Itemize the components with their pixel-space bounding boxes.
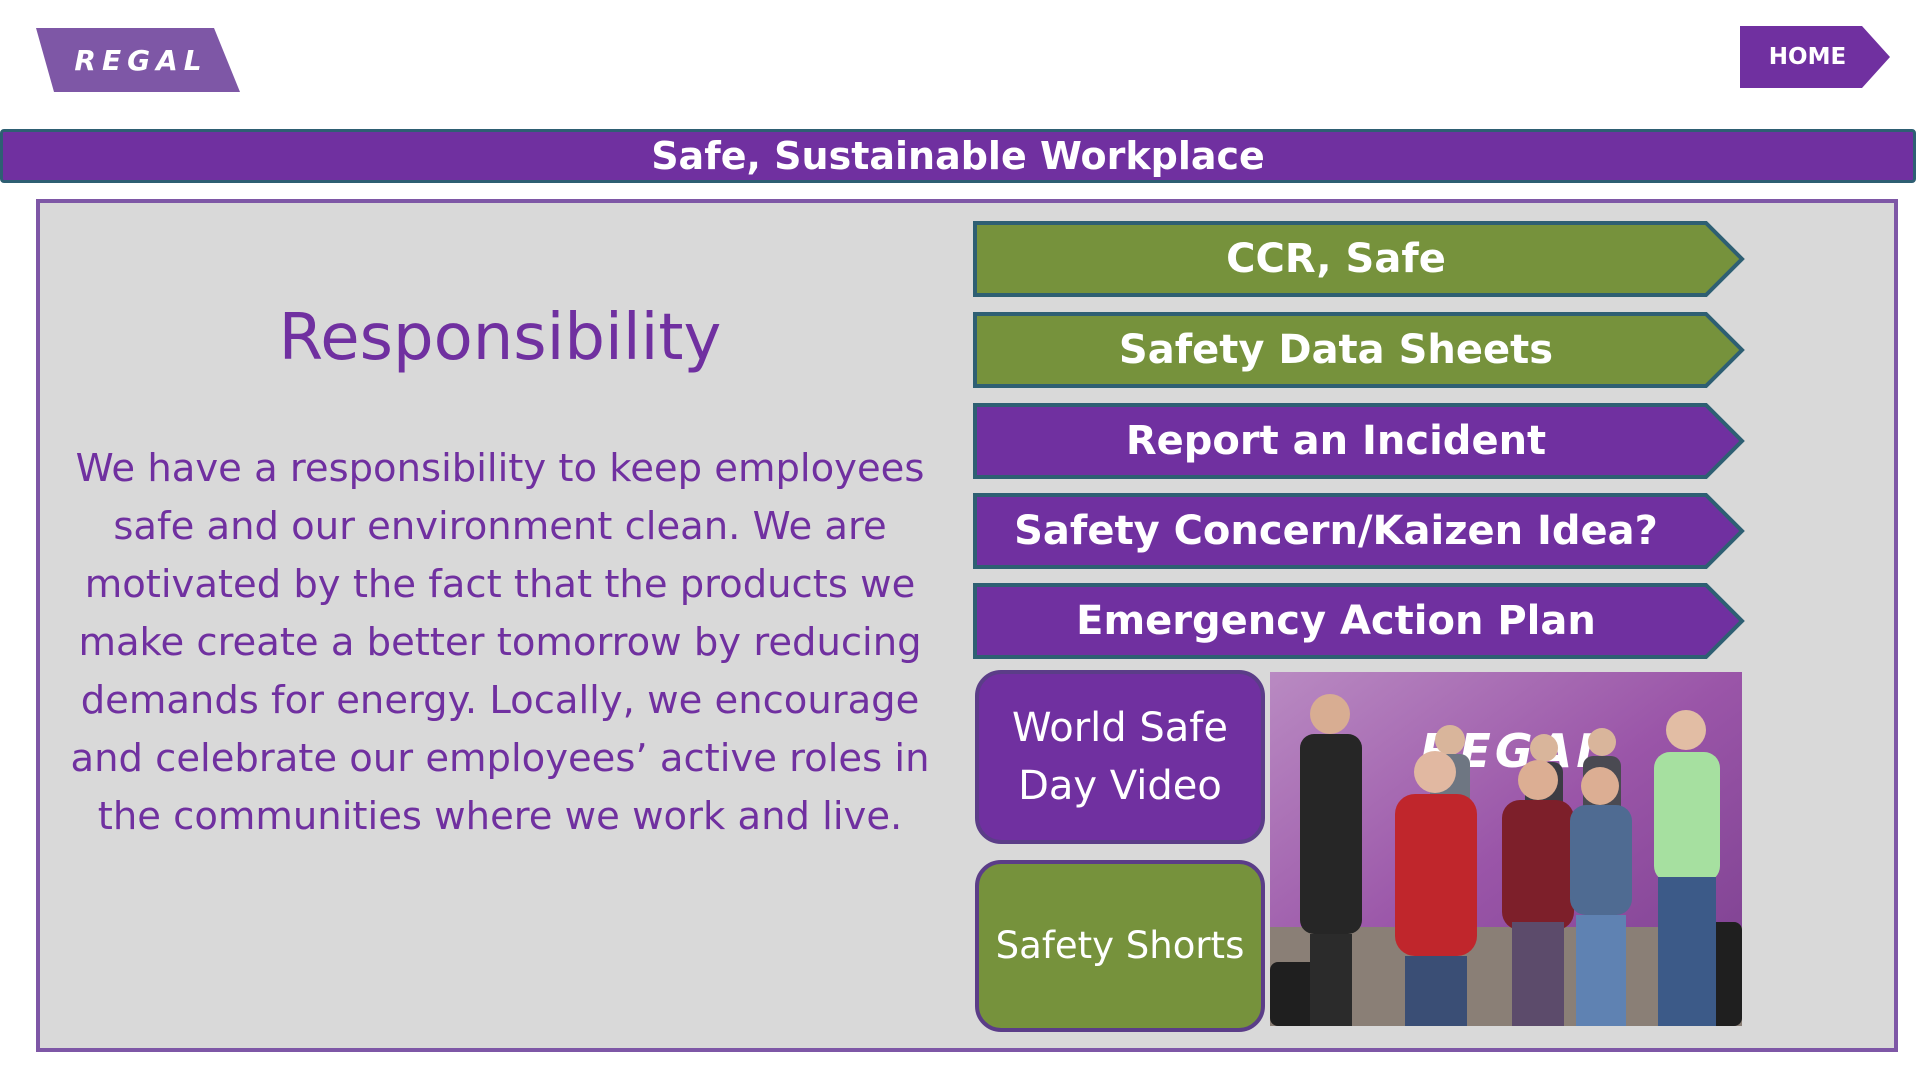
home-button[interactable]: HOME — [1740, 26, 1890, 88]
safety-concern-kaizen-link[interactable]: Safety Concern/Kaizen Idea? — [973, 493, 1745, 569]
emergency-action-plan-link[interactable]: Emergency Action Plan — [973, 583, 1745, 659]
video-label-line2: Day Video — [1018, 763, 1222, 809]
ccr-safe-link[interactable]: CCR, Safe — [973, 221, 1745, 297]
report-incident-link[interactable]: Report an Incident — [973, 403, 1745, 479]
emergency-action-plan-shape — [973, 583, 1745, 659]
safety-data-sheets-shape — [973, 312, 1745, 388]
logo-shape — [36, 28, 240, 92]
safety-data-sheets-link[interactable]: Safety Data Sheets — [973, 312, 1745, 388]
report-incident-shape — [973, 403, 1745, 479]
safety-shorts-button[interactable]: Safety Shorts — [975, 860, 1265, 1032]
ccr-safe-label: CCR, Safe — [1226, 236, 1446, 282]
logo-text: REGAL — [74, 43, 208, 77]
video-button-text: World Safe Day Video — [1012, 699, 1228, 815]
world-safe-day-video-button[interactable]: World Safe Day Video — [975, 670, 1265, 844]
video-label-line1: World Safe — [1012, 705, 1228, 751]
section-body-text: We have a responsibility to keep employe… — [70, 446, 930, 839]
home-label: HOME — [1768, 44, 1847, 70]
home-arrow-shape — [1740, 26, 1890, 88]
emergency-action-plan-label: Emergency Action Plan — [1076, 598, 1596, 644]
safety-data-sheets-label: Safety Data Sheets — [1118, 327, 1554, 373]
team-photo: REGAL — [1270, 672, 1742, 1026]
ccr-safe-shape — [973, 221, 1745, 297]
safety-concern-kaizen-label: Safety Concern/Kaizen Idea? — [1014, 508, 1658, 554]
report-incident-label: Report an Incident — [1125, 418, 1547, 464]
safety-concern-kaizen-shape — [973, 493, 1745, 569]
page-title-banner: Safe, Sustainable Workplace — [0, 129, 1916, 183]
section-heading: Responsibility — [278, 301, 722, 375]
regal-logo: REGAL — [36, 28, 240, 92]
team-photo-illustration: REGAL — [1270, 672, 1742, 1026]
